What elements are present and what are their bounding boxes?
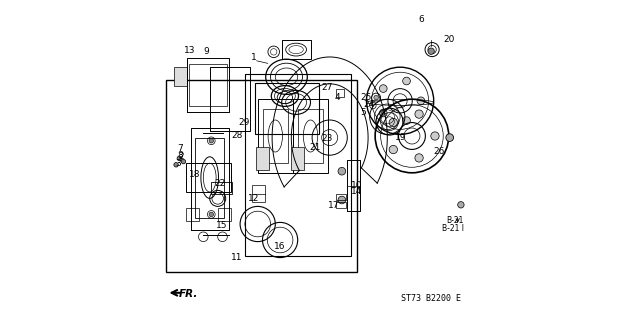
Text: 9: 9 [203,47,209,56]
Circle shape [338,167,346,175]
Circle shape [174,163,178,167]
Bar [291,147,304,170]
Circle shape [209,139,213,143]
Circle shape [458,202,464,208]
Text: 22: 22 [214,179,225,188]
Text: 12: 12 [248,194,259,203]
Text: 6: 6 [418,15,424,24]
Bar [196,138,224,218]
Circle shape [177,156,182,161]
Bar [336,89,345,97]
Text: 23: 23 [322,134,333,143]
Bar [186,208,199,221]
Text: 26: 26 [434,147,445,156]
Bar [166,80,357,272]
Bar [174,67,187,86]
Bar [258,99,293,173]
Circle shape [403,77,410,85]
Text: 17: 17 [328,201,340,210]
Bar [218,208,231,221]
Bar [293,99,328,173]
Text: 16: 16 [274,242,285,251]
Bar [255,83,318,134]
Circle shape [380,85,387,92]
Text: 3: 3 [175,159,181,168]
Circle shape [380,109,387,117]
Text: 19: 19 [396,133,407,142]
Circle shape [403,117,410,124]
Circle shape [181,159,186,164]
Text: ST73 B2200 E: ST73 B2200 E [401,294,461,303]
Circle shape [431,132,439,140]
Bar [297,109,324,163]
Text: 10: 10 [350,181,362,190]
Text: B-21: B-21 [447,216,464,225]
Circle shape [415,110,423,118]
Text: 20: 20 [443,35,455,44]
Circle shape [374,95,378,100]
Text: 8: 8 [177,151,183,160]
Text: 25: 25 [360,93,371,102]
Text: 15: 15 [216,221,227,230]
Bar [336,202,346,208]
Text: 24: 24 [364,100,375,109]
Text: 2: 2 [179,152,184,161]
Text: 4: 4 [335,93,341,102]
Bar [252,185,265,202]
Text: 14: 14 [350,188,362,196]
Circle shape [389,118,397,127]
Text: 7: 7 [177,144,183,153]
Bar [186,163,231,192]
Text: 29: 29 [239,118,250,127]
Circle shape [415,154,423,162]
Text: 1: 1 [251,53,257,62]
Circle shape [417,97,425,105]
Text: 21: 21 [309,143,320,152]
Circle shape [209,212,213,217]
Text: 5: 5 [361,108,366,116]
Bar [336,194,346,200]
Bar [245,74,350,256]
Circle shape [428,48,434,54]
Text: 11: 11 [231,253,243,262]
Text: 13: 13 [184,46,196,55]
Bar [189,64,227,106]
Circle shape [338,196,346,204]
Text: 27: 27 [322,83,333,92]
Text: 18: 18 [189,170,200,179]
Bar [211,182,232,194]
Bar [262,109,288,163]
Text: FR.: FR. [178,289,197,299]
Bar [256,147,269,170]
Text: 28: 28 [231,131,243,140]
Circle shape [389,145,397,154]
Circle shape [446,134,454,141]
Text: B-21 I: B-21 I [442,224,464,233]
